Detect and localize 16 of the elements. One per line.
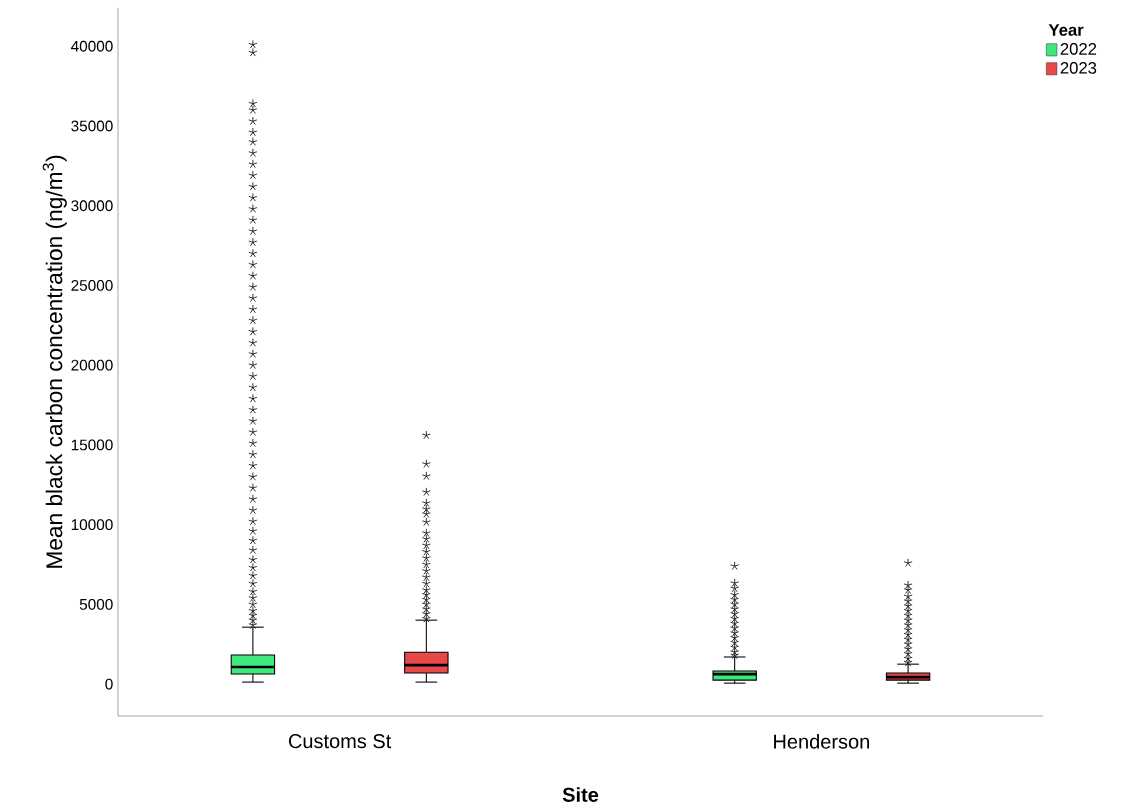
y-tick-label: 10000: [71, 519, 113, 531]
x-tick-label: Henderson: [774, 734, 869, 749]
y-tick-label: 30000: [71, 200, 113, 212]
legend-label: 2022: [1060, 43, 1097, 55]
legend-title: Year: [1048, 24, 1084, 36]
y-tick-label: 0: [105, 678, 113, 690]
y-tick-label: 40000: [71, 40, 113, 52]
y-tick-label: 25000: [71, 280, 113, 291]
x-axis-title: Site: [562, 787, 599, 802]
legend-label: 2023: [1060, 61, 1097, 74]
y-axis-title: Mean black carbon concentration (ng/m$^{3}$): [42, 155, 67, 568]
y-tick-label: 20000: [71, 359, 113, 371]
y-tick-label: 5000: [79, 598, 113, 610]
y-tick-label: 15000: [71, 439, 113, 451]
y-tick-label: 35000: [71, 120, 113, 132]
x-tick-label: Customs St: [288, 734, 392, 749]
